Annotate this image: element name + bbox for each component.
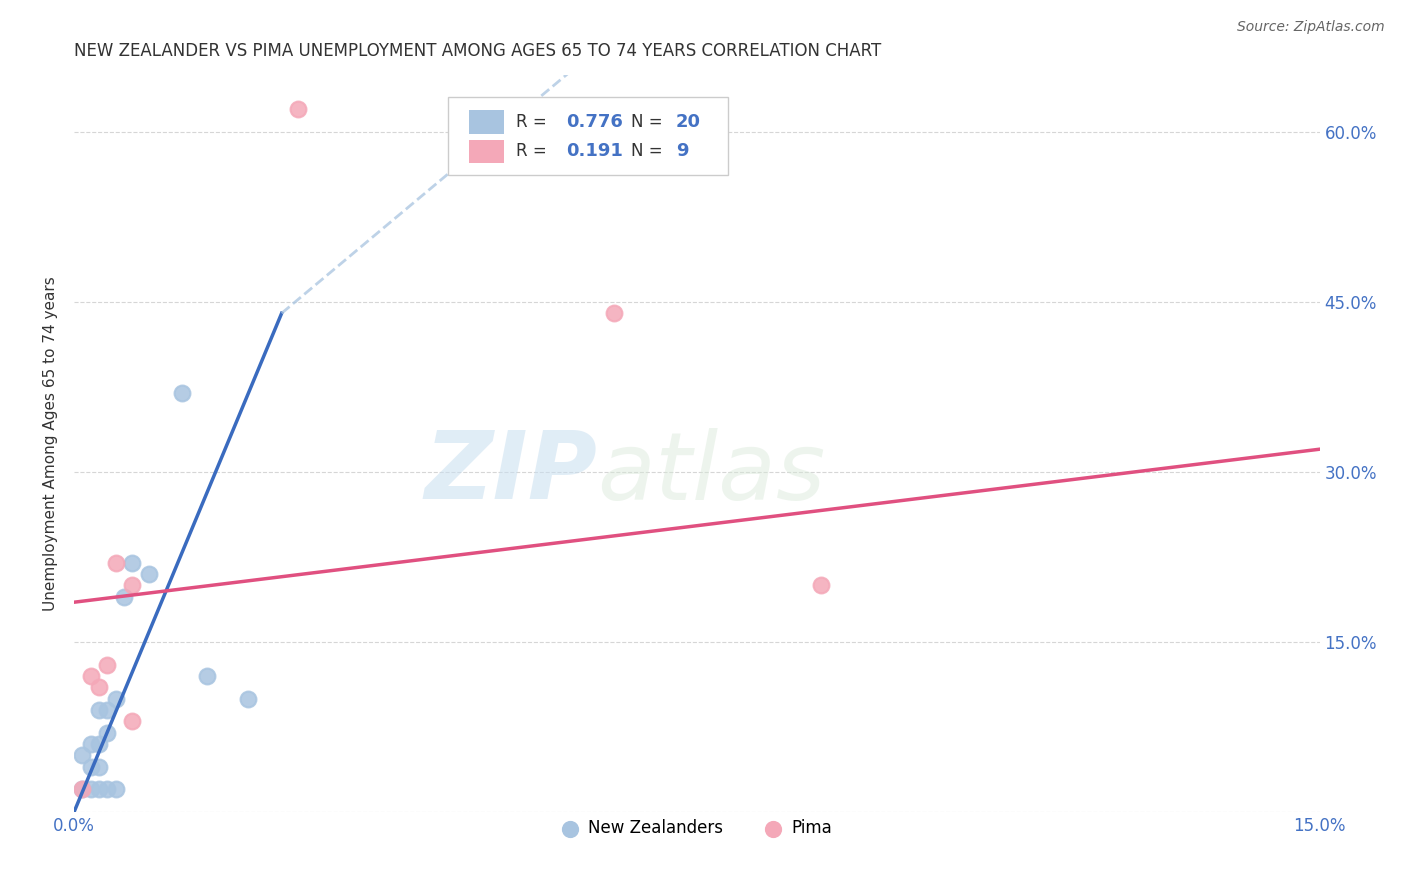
Point [104, 556, 127, 570]
Point [287, 102, 309, 116]
FancyBboxPatch shape [470, 139, 503, 163]
Y-axis label: Unemployment Among Ages 65 to 74 years: Unemployment Among Ages 65 to 74 years [44, 277, 58, 611]
Point [138, 566, 160, 581]
Text: Source: ZipAtlas.com: Source: ZipAtlas.com [1237, 20, 1385, 34]
Point [603, 306, 626, 320]
Point [96, 657, 118, 672]
Point [87, 680, 110, 694]
Point [72, 748, 94, 763]
Point [96, 703, 118, 717]
Point [121, 578, 143, 592]
FancyBboxPatch shape [447, 97, 728, 175]
Point [96, 782, 118, 797]
Point [104, 782, 127, 797]
Legend: New Zealanders, Pima: New Zealanders, Pima [555, 813, 839, 844]
Point [80, 759, 103, 773]
Point [121, 714, 143, 729]
Text: R =: R = [516, 113, 553, 131]
Point [72, 782, 94, 797]
Point [72, 782, 94, 797]
Text: 9: 9 [676, 143, 688, 161]
Point [87, 759, 110, 773]
Text: ZIP: ZIP [425, 427, 598, 519]
Text: atlas: atlas [598, 427, 825, 518]
Text: 20: 20 [676, 113, 700, 131]
Text: N =: N = [631, 143, 673, 161]
Text: N =: N = [631, 113, 668, 131]
Text: NEW ZEALANDER VS PIMA UNEMPLOYMENT AMONG AGES 65 TO 74 YEARS CORRELATION CHART: NEW ZEALANDER VS PIMA UNEMPLOYMENT AMONG… [75, 42, 882, 60]
Point [195, 669, 218, 683]
Point [121, 556, 143, 570]
Text: 0.776: 0.776 [567, 113, 623, 131]
Point [238, 691, 260, 706]
Point [87, 703, 110, 717]
Point [80, 737, 103, 751]
Point [104, 691, 127, 706]
Point [87, 782, 110, 797]
Text: 0.191: 0.191 [567, 143, 623, 161]
Text: R =: R = [516, 143, 558, 161]
Point [80, 782, 103, 797]
Point [87, 737, 110, 751]
Point [170, 385, 193, 400]
Point [80, 669, 103, 683]
FancyBboxPatch shape [470, 111, 503, 134]
Point [810, 578, 832, 592]
Point [96, 725, 118, 739]
Point [112, 590, 135, 604]
